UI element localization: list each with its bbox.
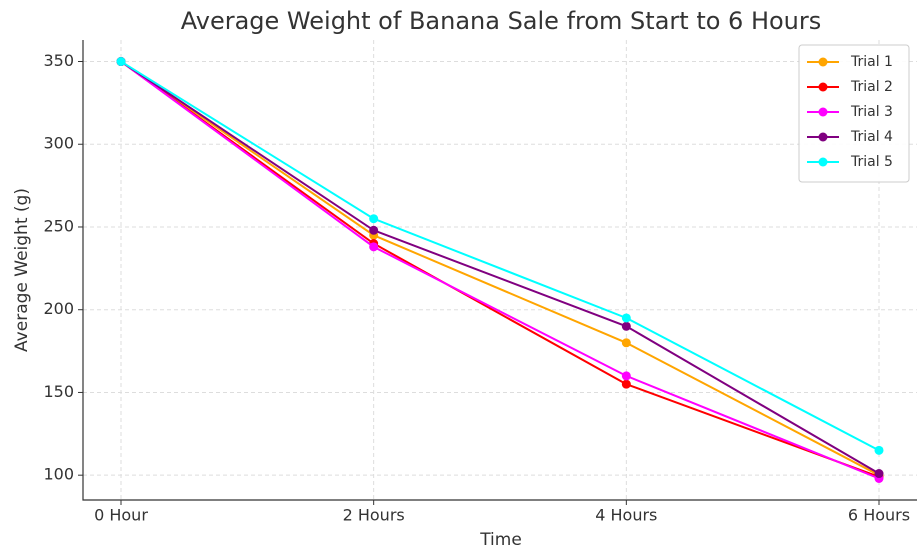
data-point	[116, 57, 126, 67]
series-line	[120, 60, 880, 480]
legend-marker	[818, 82, 828, 92]
data-point	[874, 445, 884, 455]
data-point	[621, 379, 631, 389]
data-point	[621, 321, 631, 331]
series-line	[120, 60, 880, 475]
y-tick-label: 200	[43, 299, 74, 318]
y-tick-label: 100	[43, 465, 74, 484]
series-line	[120, 60, 880, 477]
series-line	[120, 60, 880, 478]
data-point	[874, 469, 884, 479]
x-tick-label: 6 Hours	[848, 506, 910, 525]
legend-label: Trial 4	[850, 129, 893, 145]
chart-title: Average Weight of Banana Sale from Start…	[181, 7, 822, 35]
legend-marker	[818, 132, 828, 142]
data-point	[621, 371, 631, 381]
data-point	[369, 225, 379, 235]
y-tick-label: 250	[43, 216, 74, 235]
data-point	[621, 338, 631, 348]
legend-marker	[818, 57, 828, 67]
series-line	[120, 60, 880, 452]
y-tick-label: 300	[43, 134, 74, 153]
legend-label: Trial 2	[850, 79, 893, 95]
legend-marker	[818, 157, 828, 167]
x-tick-label: 4 Hours	[595, 506, 657, 525]
axes	[82, 40, 917, 501]
x-tick-label: 2 Hours	[343, 506, 405, 525]
x-tick-label: 0 Hour	[94, 506, 148, 525]
legend-label: Trial 5	[850, 154, 893, 170]
data-point	[621, 313, 631, 323]
x-axis-label: Time	[479, 530, 522, 550]
y-tick-label: 350	[43, 51, 74, 70]
data-point	[369, 214, 379, 224]
legend-marker	[818, 107, 828, 117]
y-axis-label: Average Weight (g)	[12, 188, 32, 352]
legend-box	[798, 44, 910, 183]
legend-label: Trial 3	[850, 104, 893, 120]
data-point	[369, 242, 379, 252]
y-tick-label: 150	[43, 382, 74, 401]
legend-label: Trial 1	[850, 54, 893, 70]
